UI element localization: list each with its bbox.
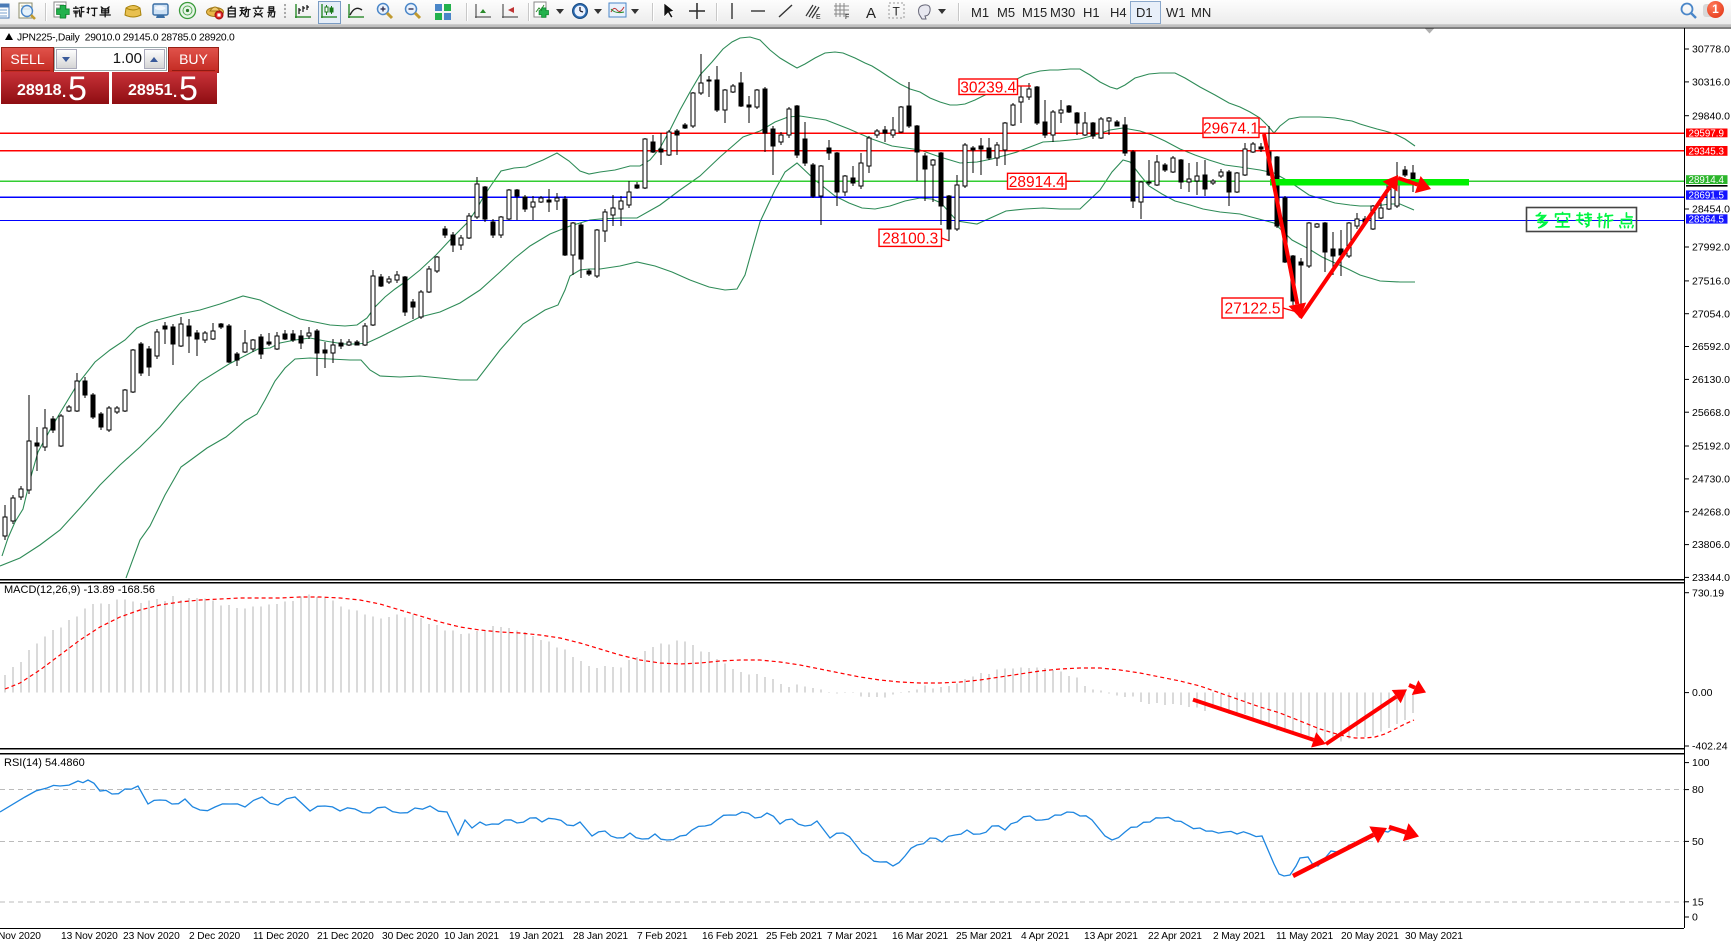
svg-text:JPN225-,Daily 29010.0 29145.0: JPN225-,Daily 29010.0 29145.0 28785.0 28… <box>17 33 235 44</box>
svg-text:13 Nov 2020: 13 Nov 2020 <box>61 931 118 942</box>
svg-text:13 Apr 2021: 13 Apr 2021 <box>1084 931 1138 942</box>
svg-text:A: A <box>866 5 876 22</box>
svg-text:2 Dec 2020: 2 Dec 2020 <box>189 931 241 942</box>
svg-text:730.19: 730.19 <box>1692 587 1724 599</box>
svg-text:80: 80 <box>1692 784 1704 796</box>
svg-text:27122.5: 27122.5 <box>1224 301 1280 318</box>
svg-text:28914.4: 28914.4 <box>1689 175 1725 186</box>
svg-text:4 Apr 2021: 4 Apr 2021 <box>1021 931 1070 942</box>
svg-text:7 Mar 2021: 7 Mar 2021 <box>827 931 878 942</box>
svg-text:0: 0 <box>1692 912 1698 924</box>
svg-text:30 Dec 2020: 30 Dec 2020 <box>382 931 439 942</box>
svg-text:30316.0: 30316.0 <box>1692 77 1730 89</box>
svg-text:28914.4: 28914.4 <box>1009 174 1065 191</box>
svg-text:29597.9: 29597.9 <box>1689 128 1724 139</box>
svg-text:23 Nov 2020: 23 Nov 2020 <box>123 931 180 942</box>
svg-text:27992.0: 27992.0 <box>1692 242 1730 254</box>
svg-text:-402.24: -402.24 <box>1692 741 1728 753</box>
svg-text:100: 100 <box>1692 757 1710 769</box>
svg-text:28100.3: 28100.3 <box>882 230 938 247</box>
svg-text:28691.5: 28691.5 <box>1689 191 1725 202</box>
svg-text:E: E <box>816 14 821 21</box>
svg-text:MACD(12,26,9) -13.89 -168.56: MACD(12,26,9) -13.89 -168.56 <box>4 584 155 596</box>
svg-text:20 May 2021: 20 May 2021 <box>1341 931 1399 942</box>
svg-text:24268.0: 24268.0 <box>1692 506 1730 518</box>
svg-text:RSI(14) 54.4860: RSI(14) 54.4860 <box>4 757 85 769</box>
svg-text:50: 50 <box>1692 836 1704 848</box>
svg-text:28364.5: 28364.5 <box>1689 214 1725 225</box>
svg-text:0.00: 0.00 <box>1692 687 1713 699</box>
svg-text:24730.0: 24730.0 <box>1692 474 1730 486</box>
svg-text:29345.3: 29345.3 <box>1689 146 1725 157</box>
svg-text:23344.0: 23344.0 <box>1692 572 1730 584</box>
svg-text:28 Jan 2021: 28 Jan 2021 <box>573 931 628 942</box>
svg-text:30239.4: 30239.4 <box>960 79 1016 96</box>
svg-text:7 Feb 2021: 7 Feb 2021 <box>637 931 688 942</box>
svg-text:26130.0: 26130.0 <box>1692 374 1730 386</box>
svg-text:16 Feb 2021: 16 Feb 2021 <box>702 931 759 942</box>
svg-text:29674.1: 29674.1 <box>1203 120 1259 137</box>
svg-text:25 Mar 2021: 25 Mar 2021 <box>956 931 1013 942</box>
svg-text:25668.0: 25668.0 <box>1692 407 1730 419</box>
svg-text:30 May 2021: 30 May 2021 <box>1405 931 1463 942</box>
svg-text:27516.0: 27516.0 <box>1692 276 1730 288</box>
svg-text:16 Mar 2021: 16 Mar 2021 <box>892 931 949 942</box>
svg-text:T: T <box>893 5 901 19</box>
svg-text:19 Jan 2021: 19 Jan 2021 <box>509 931 564 942</box>
svg-text:21 Dec 2020: 21 Dec 2020 <box>317 931 374 942</box>
svg-text:2 May 2021: 2 May 2021 <box>1213 931 1266 942</box>
svg-text:30778.0: 30778.0 <box>1692 44 1730 56</box>
svg-text:10 Jan 2021: 10 Jan 2021 <box>444 931 499 942</box>
svg-text:25192.0: 25192.0 <box>1692 441 1730 453</box>
svg-text:29840.0: 29840.0 <box>1692 110 1730 122</box>
svg-text:22 Apr 2021: 22 Apr 2021 <box>1148 931 1202 942</box>
svg-text:15: 15 <box>1692 896 1704 908</box>
svg-text:- Nov 2020: - Nov 2020 <box>0 931 41 942</box>
svg-text:27054.0: 27054.0 <box>1692 308 1730 320</box>
svg-text:23806.0: 23806.0 <box>1692 539 1730 551</box>
svg-text:25 Feb 2021: 25 Feb 2021 <box>766 931 823 942</box>
svg-text:11 May 2021: 11 May 2021 <box>1276 931 1333 942</box>
svg-text:F: F <box>845 14 849 21</box>
svg-text:26592.0: 26592.0 <box>1692 341 1730 353</box>
svg-text:11 Dec 2020: 11 Dec 2020 <box>253 931 309 942</box>
svg-text:28454.0: 28454.0 <box>1692 204 1730 216</box>
